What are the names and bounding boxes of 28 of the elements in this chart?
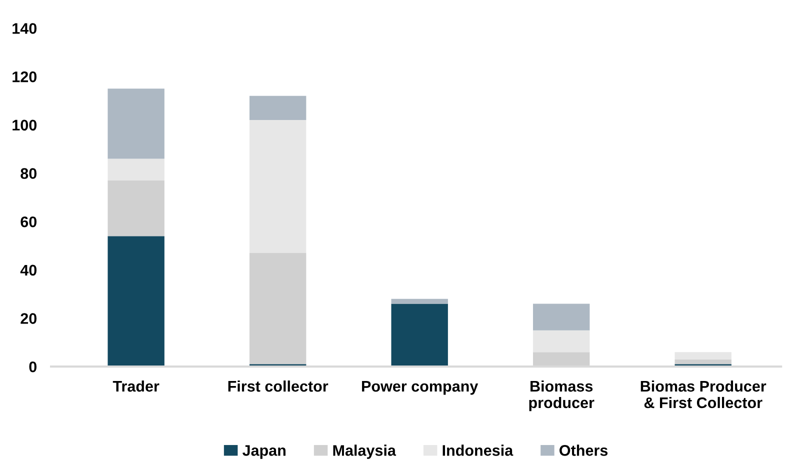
y-tick-label: 120 [12, 71, 37, 82]
bar [533, 304, 590, 330]
bar [533, 330, 590, 352]
legend-label: Others [560, 444, 608, 456]
x-tick-label: First collector [228, 380, 328, 392]
bar [249, 120, 306, 253]
y-tick-label: 60 [20, 216, 37, 228]
y-tick-label: 140 [12, 23, 37, 34]
y-tick-label: 40 [20, 264, 37, 276]
legend-label: Indonesia [442, 444, 514, 456]
bar [391, 304, 448, 367]
bar [674, 352, 732, 360]
y-tick-label: 80 [20, 168, 37, 179]
bar [249, 96, 306, 120]
bar [108, 158, 164, 180]
bar [391, 298, 448, 304]
x-tick-label: Power company [362, 381, 478, 395]
x-tick-label: Biomass producer [529, 380, 594, 412]
legend-label: Japan [242, 445, 286, 459]
bar [108, 88, 164, 159]
bar [108, 180, 164, 236]
y-tick-label: 20 [20, 313, 37, 324]
bar [108, 236, 164, 367]
x-tick-label: Biomas Producer & First Collector [640, 380, 766, 408]
x-tick-label: Trader [112, 380, 160, 392]
y-tick-label: 0 [29, 361, 37, 372]
legend-label: Malaysia [333, 444, 396, 459]
y-tick-label: 100 [12, 120, 37, 131]
